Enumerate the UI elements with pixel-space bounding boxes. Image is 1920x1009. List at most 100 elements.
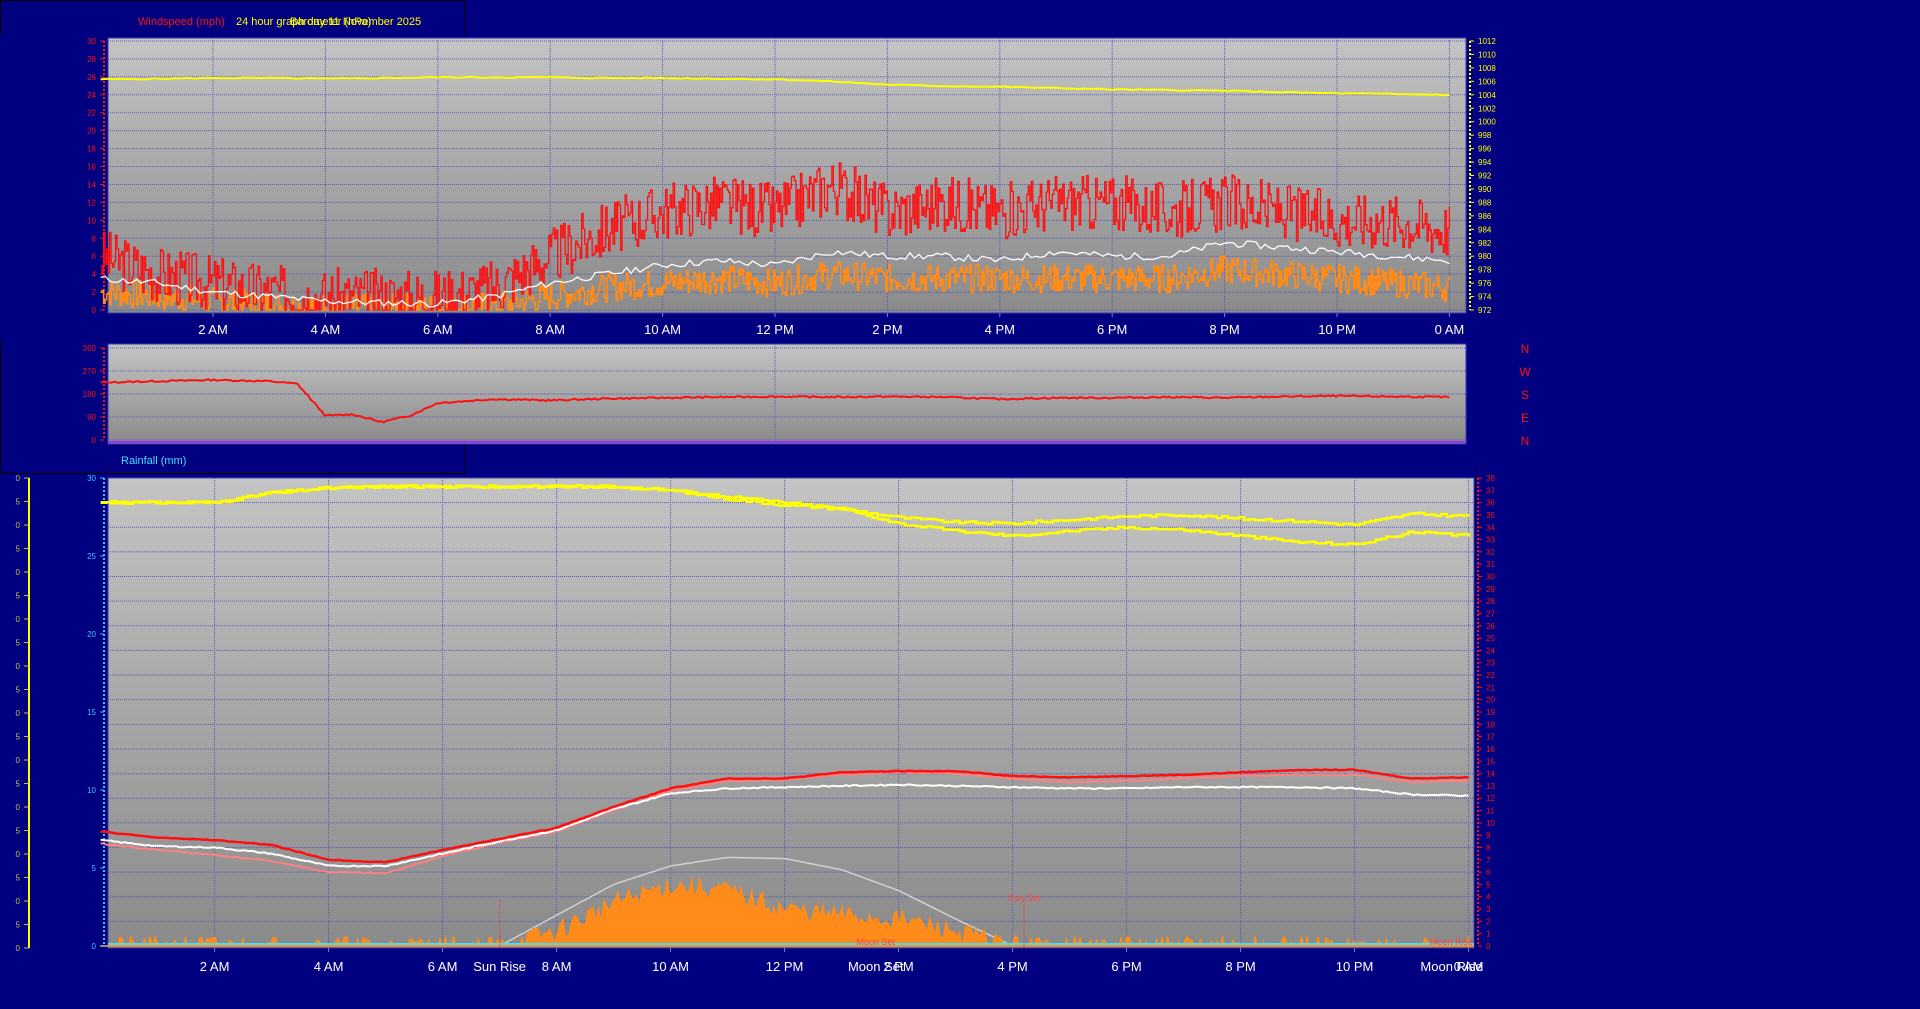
axis-tick-label: 18 xyxy=(87,145,96,154)
axis-tick-label: 33 xyxy=(1486,536,1495,545)
svg-text:5: 5 xyxy=(16,686,21,695)
axis-tick-label: 30 xyxy=(87,37,96,46)
compass-label: N xyxy=(1521,342,1530,356)
compass-label: E xyxy=(1521,411,1529,425)
svg-text:5: 5 xyxy=(16,592,21,601)
barometer-legend-label: Barometer (hPa) xyxy=(290,16,372,28)
axis-tick-label: 984 xyxy=(1478,225,1492,234)
x-axis-label: 4 AM xyxy=(311,322,341,337)
axis-tick-label: 990 xyxy=(1478,185,1492,194)
temperature-solar-rain-chart: 0510152025300123456789101112131415161718… xyxy=(16,474,1496,974)
axis-tick-label: 14 xyxy=(87,180,96,189)
svg-text:5: 5 xyxy=(16,733,21,742)
axis-tick-label: 4 xyxy=(92,270,97,279)
event-marker-label: Moon Rise xyxy=(1430,937,1473,947)
svg-text:5: 5 xyxy=(16,639,21,648)
svg-text:5: 5 xyxy=(16,874,21,883)
axis-tick-label: 90 xyxy=(87,413,96,422)
x-axis-label: 6 PM xyxy=(1097,322,1127,337)
axis-tick-label: 0 xyxy=(92,306,97,315)
axis-tick-label: 988 xyxy=(1478,198,1492,207)
axis-tick-label: 1000 xyxy=(1478,118,1496,127)
axis-tick-label: 982 xyxy=(1478,239,1492,248)
axis-tick-label: 31 xyxy=(1486,560,1495,569)
axis-tick-label: 14 xyxy=(1486,770,1495,779)
x-axis-label: 2 PM xyxy=(872,322,902,337)
axis-tick-label: 20 xyxy=(1486,696,1495,705)
axis-tick-label: 28 xyxy=(87,55,96,64)
axis-tick-label: 13 xyxy=(1486,782,1495,791)
axis-tick-label: 27 xyxy=(1486,609,1495,618)
svg-text:0: 0 xyxy=(16,897,21,906)
axis-tick-label: 1 xyxy=(1486,930,1491,939)
axis-tick-label: 22 xyxy=(1486,671,1495,680)
event-label: Moon Rise xyxy=(1420,959,1482,974)
axis-tick-label: 5 xyxy=(92,864,97,873)
x-axis-label: 4 PM xyxy=(985,322,1015,337)
x-axis-label: 6 PM xyxy=(1111,959,1141,974)
axis-tick-label: 992 xyxy=(1478,172,1492,181)
axis-tick-label: 1012 xyxy=(1478,37,1496,46)
axis-tick-label: 12 xyxy=(87,198,96,207)
compass-label: S xyxy=(1521,388,1529,402)
axis-tick-label: 2 xyxy=(1486,917,1491,926)
axis-tick-label: 32 xyxy=(1486,548,1495,557)
axis-tick-label: 2 xyxy=(92,288,97,297)
svg-text:0: 0 xyxy=(16,521,21,530)
x-axis-label: 12 PM xyxy=(766,959,804,974)
event-label: Sun Rise xyxy=(473,959,526,974)
axis-tick-label: 986 xyxy=(1478,212,1492,221)
svg-text:0: 0 xyxy=(16,474,21,483)
axis-tick-label: 270 xyxy=(83,367,97,376)
axis-tick-label: 10 xyxy=(87,786,96,795)
axis-tick-label: 20 xyxy=(87,630,96,639)
windspeed-legend-label: Windspeed (mph) xyxy=(138,16,225,28)
axis-tick-label: 10 xyxy=(87,216,96,225)
axis-tick-label: 16 xyxy=(87,163,96,172)
barometer-line xyxy=(100,75,1450,97)
axis-tick-label: 0 xyxy=(92,436,97,445)
wind-average-line xyxy=(100,240,1450,308)
x-axis-label: 2 AM xyxy=(198,322,228,337)
svg-text:0: 0 xyxy=(16,756,21,765)
axis-tick-label: 19 xyxy=(1486,708,1495,717)
axis-tick-label: 180 xyxy=(83,390,97,399)
axis-tick-label: 0 xyxy=(1486,942,1491,951)
axis-tick-label: 0 xyxy=(92,942,97,951)
axis-tick-label: 978 xyxy=(1478,266,1492,275)
axis-tick-label: 7 xyxy=(1486,856,1491,865)
x-axis-label: 10 AM xyxy=(644,322,681,337)
svg-text:5: 5 xyxy=(16,780,21,789)
x-axis-label: 4 AM xyxy=(314,959,344,974)
axis-tick-label: 18 xyxy=(1486,720,1495,729)
axis-tick-label: 10 xyxy=(1486,819,1495,828)
axis-tick-label: 21 xyxy=(1486,683,1495,692)
svg-text:0: 0 xyxy=(16,568,21,577)
x-axis-label: 10 AM xyxy=(652,959,689,974)
event-marker-label: Moon Set xyxy=(857,937,896,947)
axis-tick-label: 1010 xyxy=(1478,50,1496,59)
axis-tick-label: 22 xyxy=(87,109,96,118)
axis-tick-label: 30 xyxy=(87,474,96,483)
axis-tick-label: 25 xyxy=(1486,634,1495,643)
axis-tick-label: 1002 xyxy=(1478,104,1496,113)
axis-tick-label: 37 xyxy=(1486,486,1495,495)
axis-tick-label: 28 xyxy=(1486,597,1495,606)
axis-tick-label: 11 xyxy=(1486,807,1495,816)
x-axis-label: 6 AM xyxy=(428,959,458,974)
axis-tick-label: 8 xyxy=(92,234,97,243)
x-axis-label: 8 PM xyxy=(1225,959,1255,974)
apparent-temperature-line xyxy=(100,783,1469,868)
axis-tick-label: 34 xyxy=(1486,523,1495,532)
axis-tick-label: 972 xyxy=(1478,306,1492,315)
wind-gust-line xyxy=(100,162,1451,311)
axis-tick-label: 4 xyxy=(1486,893,1491,902)
compass-label: N xyxy=(1521,434,1530,448)
dew-point-line xyxy=(100,770,1469,875)
svg-text:0: 0 xyxy=(16,662,21,671)
svg-text:0: 0 xyxy=(16,850,21,859)
axis-tick-label: 360 xyxy=(83,344,97,353)
axis-tick-label: 974 xyxy=(1478,293,1492,302)
